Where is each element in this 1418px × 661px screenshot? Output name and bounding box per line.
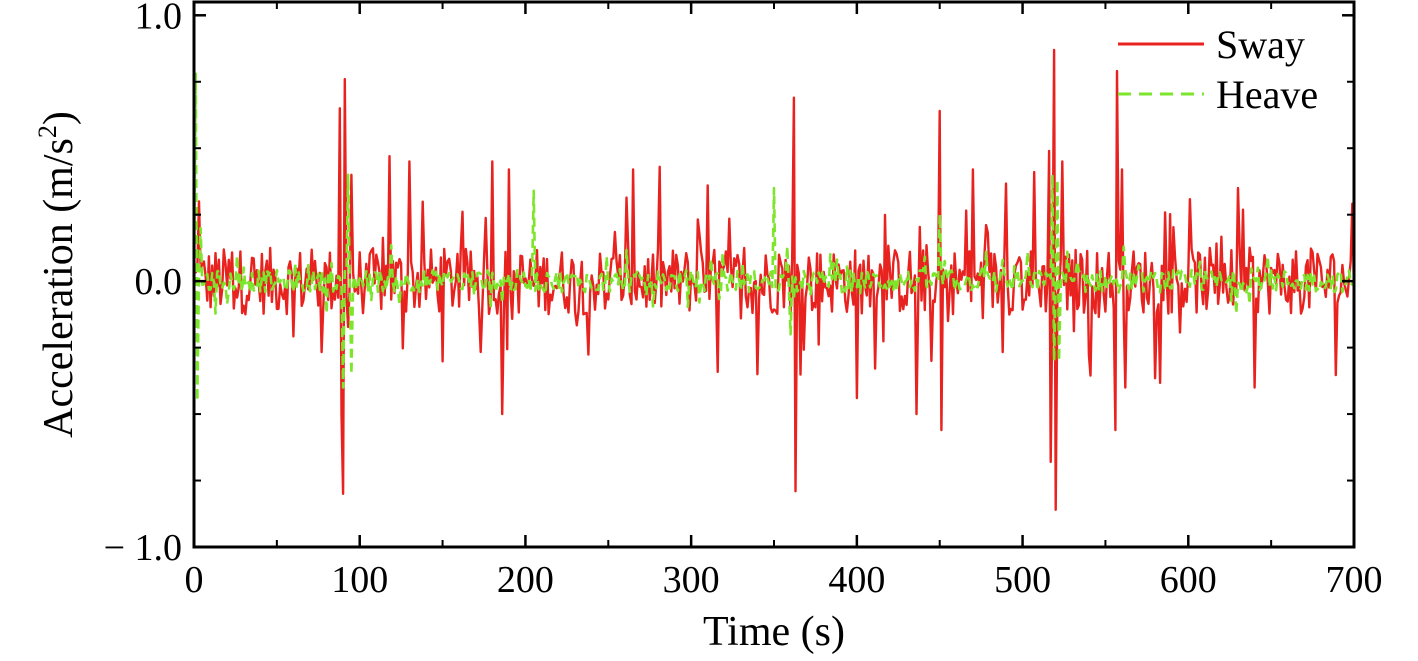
- x-axis-label: Time (s): [703, 609, 845, 655]
- y-axis-label-main: Acceleration (m/s: [36, 138, 82, 438]
- x-tick-label: 400: [828, 559, 885, 601]
- x-tick-label: 100: [331, 559, 388, 601]
- x-tick-label: 700: [1326, 559, 1383, 601]
- tick-labels: 0 100 200 300 400 500 600 700 − 1.0 0.0 1.0: [104, 0, 1383, 601]
- ticks-layer: [192, 2, 1356, 549]
- y-tick-label: 1.0: [135, 0, 183, 37]
- series-line-heave: [194, 72, 1354, 403]
- series-line-sway: [194, 48, 1354, 511]
- series-layer: [194, 48, 1354, 511]
- x-tick-label: 500: [994, 559, 1051, 601]
- legend-label-sway: Sway: [1216, 22, 1305, 67]
- y-tick-label: − 1.0: [104, 527, 182, 569]
- x-tick-label: 300: [663, 559, 720, 601]
- y-axis-label-superscript: 2: [33, 125, 62, 138]
- legend-label-heave: Heave: [1216, 72, 1318, 117]
- x-tick-label: 200: [497, 559, 554, 601]
- x-tick-label: 600: [1160, 559, 1217, 601]
- y-axis-label-close: ): [36, 111, 82, 125]
- y-tick-label: 0.0: [135, 261, 183, 303]
- x-tick-label: 0: [185, 559, 204, 601]
- y-axis-label: Acceleration (m/s2): [33, 111, 82, 438]
- legend: Sway Heave: [1118, 22, 1318, 117]
